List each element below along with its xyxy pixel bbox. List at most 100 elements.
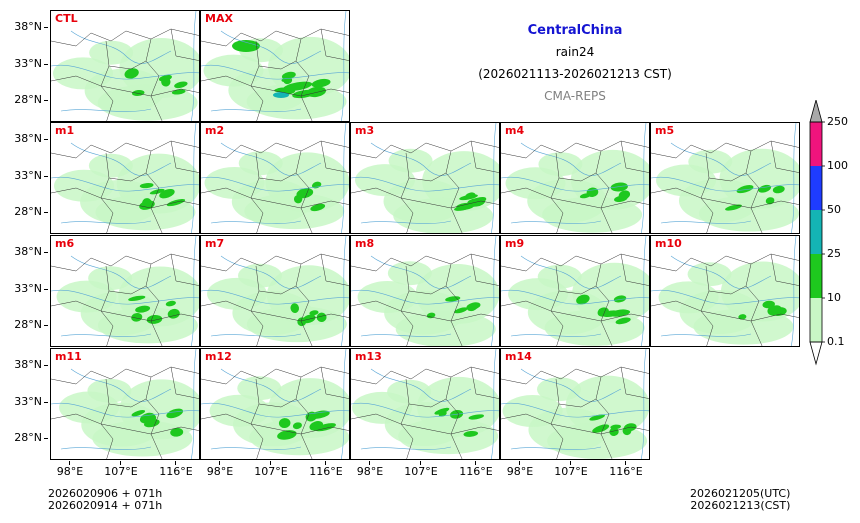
rivers: [201, 349, 349, 459]
panel-label: m4: [505, 124, 525, 137]
latitude-tick-label: 38°N: [0, 133, 48, 145]
map-canvas: [51, 11, 199, 121]
map-panel-m13: m13: [350, 348, 500, 460]
init-time-line1: 2026020906 + 071h: [48, 487, 163, 500]
province-borders: [501, 366, 649, 459]
colorbar-tick-label: 0.1: [827, 335, 845, 348]
province-borders: [351, 366, 499, 459]
colorbar-segment: [810, 122, 822, 166]
longitude-tick-label: 107°E: [101, 461, 141, 478]
latitude-tick-label: 33°N: [0, 283, 48, 295]
rivers: [201, 123, 349, 233]
colorbar-tick-label: 100: [827, 159, 848, 172]
map-panel-m5: m5: [650, 122, 800, 234]
province-borders: [501, 253, 649, 346]
rivers: [51, 349, 199, 459]
moderate-rain-area: [434, 407, 484, 437]
map-canvas: [201, 349, 349, 459]
longitude-tick-label: 107°E: [401, 461, 441, 478]
rivers: [51, 11, 199, 121]
province-borders: [201, 366, 349, 459]
longitude-tick-label: 98°E: [50, 461, 90, 478]
figure-title: CentralChina rain24 (2026021113-20260212…: [450, 22, 700, 110]
colorbar: [809, 100, 825, 366]
valid-time: 2026021205(UTC) 2026021213(CST): [690, 488, 790, 512]
latitude-tick-label: 38°N: [0, 359, 48, 371]
map-canvas: [501, 349, 649, 459]
rivers: [351, 236, 499, 346]
panel-label: m7: [205, 237, 225, 250]
map-canvas: [201, 11, 349, 121]
map-panel-m9: m9: [500, 235, 650, 347]
map-canvas: [351, 349, 499, 459]
longitude-tick-label: 107°E: [551, 461, 591, 478]
light-rain-area: [658, 261, 799, 345]
map-canvas: [351, 236, 499, 346]
latitude-tick-label: 28°N: [0, 432, 48, 444]
map-panel-m11: m11: [50, 348, 200, 460]
province-borders: [201, 28, 349, 121]
latitude-tick-label: 38°N: [0, 21, 48, 33]
moderate-rain-area: [124, 68, 188, 96]
province-borders: [651, 253, 799, 346]
region-title: CentralChina: [527, 23, 623, 38]
map-panel-m10: m10: [650, 235, 800, 347]
map-panel-m1: m1: [50, 122, 200, 234]
colorbar-tick-label: 250: [827, 115, 848, 128]
latitude-tick-label: 28°N: [0, 319, 48, 331]
map-canvas: [201, 123, 349, 233]
panel-label: m12: [205, 350, 232, 363]
moderate-rain-area: [131, 408, 184, 437]
map-canvas: [651, 123, 799, 233]
longitude-tick-label: 116°E: [306, 461, 346, 478]
moderate-rain-area: [139, 182, 186, 210]
panel-label: m13: [355, 350, 382, 363]
longitude-tick-label: 116°E: [156, 461, 196, 478]
colorbar-max-extension: [809, 100, 823, 123]
map-canvas: [501, 123, 649, 233]
map-panel-m2: m2: [200, 122, 350, 234]
colorbar-segment: [810, 298, 822, 342]
light-rain-area: [59, 378, 199, 457]
rivers: [201, 11, 349, 121]
province-borders: [51, 140, 199, 233]
longitude-tick-label: 98°E: [200, 461, 240, 478]
colorbar-tick-label: 50: [827, 203, 841, 216]
latitude-tick-label: 33°N: [0, 58, 48, 70]
light-rain-area: [357, 261, 499, 346]
rivers: [501, 236, 649, 346]
map-panel-max: MAX: [200, 10, 350, 122]
moderate-rain-area: [290, 303, 327, 327]
moderate-rain-area: [738, 300, 787, 320]
moderate-rain-area: [277, 410, 336, 440]
panel-label: m10: [655, 237, 682, 250]
province-borders: [351, 140, 499, 233]
map-canvas: [51, 123, 199, 233]
colorbar-segment: [810, 254, 822, 298]
rivers: [651, 236, 799, 346]
map-panel-m7: m7: [200, 235, 350, 347]
light-rain-area: [352, 376, 499, 455]
map-panel-ctl: CTL: [50, 10, 200, 122]
latitude-tick-label: 33°N: [0, 396, 48, 408]
rivers: [351, 349, 499, 459]
variable-title: rain24: [555, 45, 595, 59]
moderate-rain-area: [232, 40, 331, 99]
panel-label: m14: [505, 350, 532, 363]
longitude-tick-label: 116°E: [456, 461, 496, 478]
panel-label: m1: [55, 124, 75, 137]
map-canvas: [51, 349, 199, 459]
latitude-tick-label: 28°N: [0, 206, 48, 218]
valid-time-cst: 2026021213(CST): [690, 499, 791, 512]
longitude-tick-label: 98°E: [350, 461, 390, 478]
rivers: [351, 123, 499, 233]
init-time: 2026020906 + 071h 2026020914 + 071h: [48, 488, 162, 512]
light-rain-area: [502, 375, 649, 459]
rivers: [651, 123, 799, 233]
rivers: [201, 236, 349, 346]
light-rain-area: [56, 266, 199, 344]
colorbar-segment: [810, 166, 822, 210]
province-borders: [51, 366, 199, 459]
panel-label: m3: [355, 124, 375, 137]
map-canvas: [201, 236, 349, 346]
